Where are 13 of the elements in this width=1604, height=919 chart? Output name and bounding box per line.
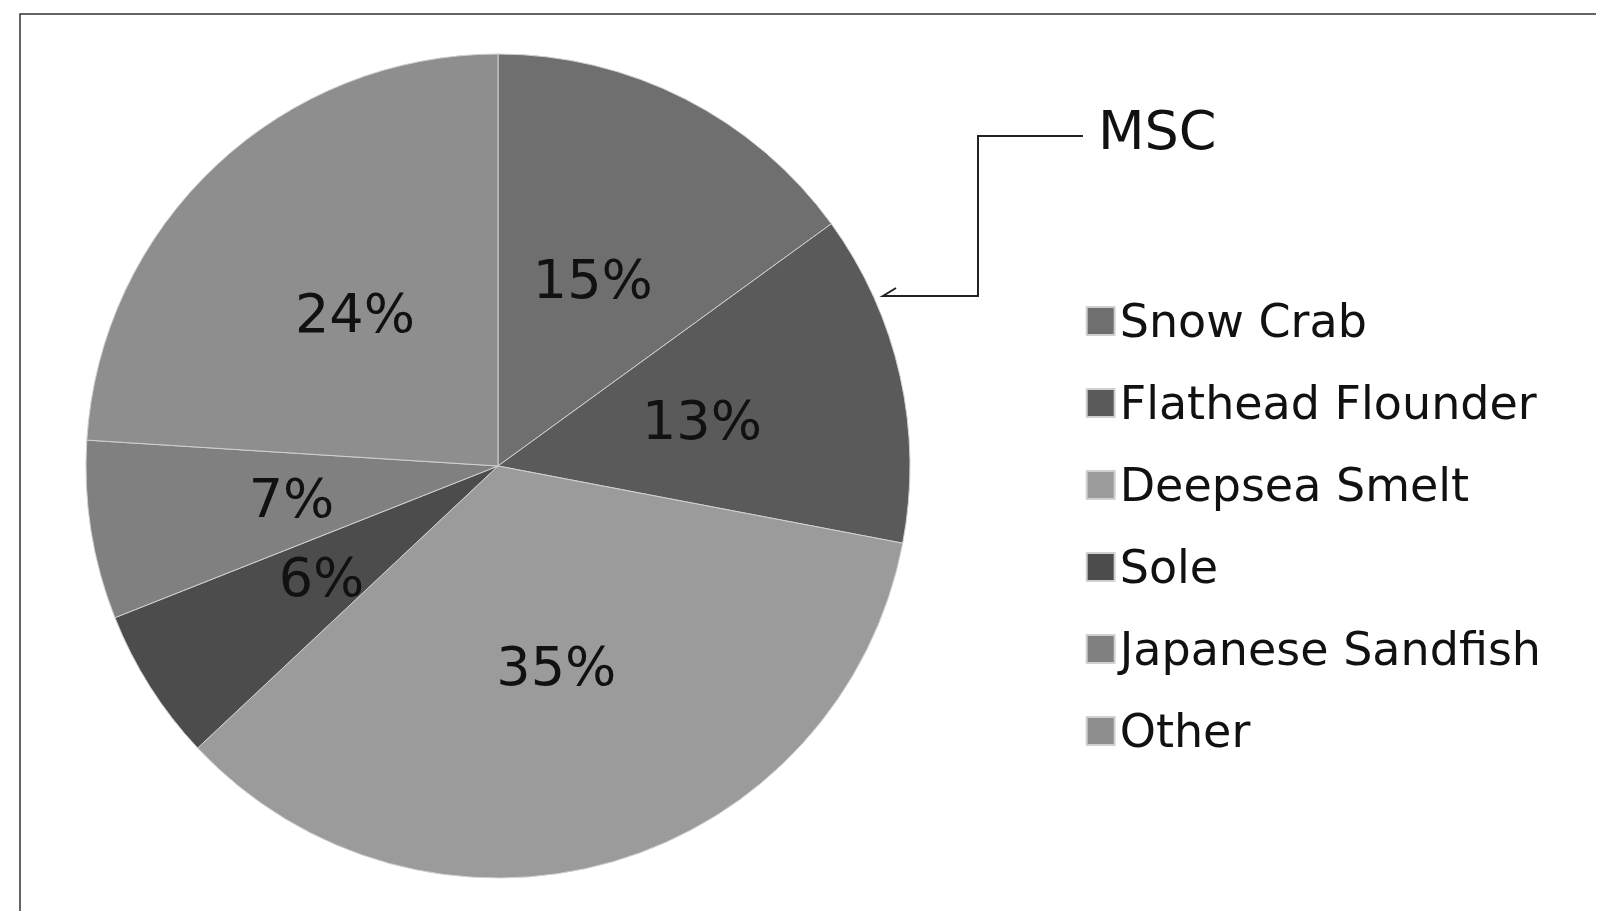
data-label: 13% — [641, 388, 762, 452]
legend-label: Snow Crab — [1119, 294, 1367, 348]
legend-label: Other — [1119, 704, 1251, 758]
data-label: 7% — [248, 467, 335, 531]
legend-label: Deepsea Smelt — [1119, 458, 1470, 512]
data-label: 6% — [278, 546, 365, 610]
legend-label: Flathead Flounder — [1119, 376, 1537, 430]
data-label: 35% — [496, 635, 617, 699]
data-label: 15% — [532, 248, 653, 312]
text: MSC — [1098, 98, 1217, 162]
legend-label: Japanese Sandfish — [1116, 622, 1542, 676]
legend-label: Sole — [1119, 540, 1219, 594]
data-label: 24% — [294, 282, 415, 346]
